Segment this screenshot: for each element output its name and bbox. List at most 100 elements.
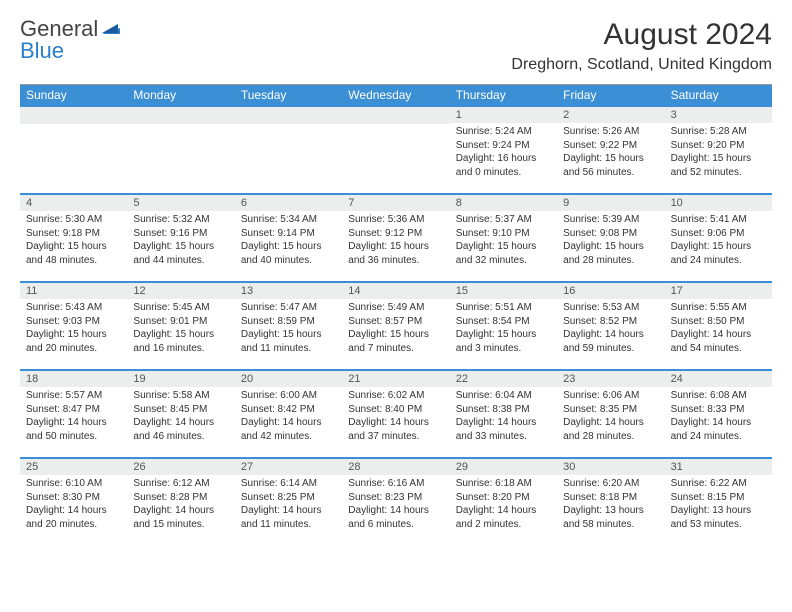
day-info: Sunrise: 6:06 AMSunset: 8:35 PMDaylight:… xyxy=(557,387,664,447)
daylight-text: Daylight: 15 hours and 7 minutes. xyxy=(348,328,443,355)
sunset-text: Sunset: 9:20 PM xyxy=(671,139,766,153)
calendar-cell: 31Sunrise: 6:22 AMSunset: 8:15 PMDayligh… xyxy=(665,459,772,545)
day-number: 29 xyxy=(450,459,557,475)
calendar-cell: 4Sunrise: 5:30 AMSunset: 9:18 PMDaylight… xyxy=(20,195,127,281)
day-info: Sunrise: 5:49 AMSunset: 8:57 PMDaylight:… xyxy=(342,299,449,359)
sunset-text: Sunset: 8:40 PM xyxy=(348,403,443,417)
daylight-text: Daylight: 14 hours and 33 minutes. xyxy=(456,416,551,443)
day-info: Sunrise: 5:45 AMSunset: 9:01 PMDaylight:… xyxy=(127,299,234,359)
daylight-text: Daylight: 14 hours and 24 minutes. xyxy=(671,416,766,443)
calendar-cell: 28Sunrise: 6:16 AMSunset: 8:23 PMDayligh… xyxy=(342,459,449,545)
day-number: 20 xyxy=(235,371,342,387)
calendar-cell: 12Sunrise: 5:45 AMSunset: 9:01 PMDayligh… xyxy=(127,283,234,369)
daylight-text: Daylight: 15 hours and 44 minutes. xyxy=(133,240,228,267)
sunset-text: Sunset: 8:38 PM xyxy=(456,403,551,417)
day-number: 22 xyxy=(450,371,557,387)
sunrise-text: Sunrise: 5:32 AM xyxy=(133,213,228,227)
day-info: Sunrise: 6:00 AMSunset: 8:42 PMDaylight:… xyxy=(235,387,342,447)
sunset-text: Sunset: 9:14 PM xyxy=(241,227,336,241)
daylight-text: Daylight: 15 hours and 40 minutes. xyxy=(241,240,336,267)
calendar-cell: 23Sunrise: 6:06 AMSunset: 8:35 PMDayligh… xyxy=(557,371,664,457)
day-number: 4 xyxy=(20,195,127,211)
calendar-cell: 10Sunrise: 5:41 AMSunset: 9:06 PMDayligh… xyxy=(665,195,772,281)
day-number: 27 xyxy=(235,459,342,475)
sunrise-text: Sunrise: 6:04 AM xyxy=(456,389,551,403)
sunrise-text: Sunrise: 5:34 AM xyxy=(241,213,336,227)
daylight-text: Daylight: 14 hours and 46 minutes. xyxy=(133,416,228,443)
day-number: 2 xyxy=(557,107,664,123)
calendar-cell: 1Sunrise: 5:24 AMSunset: 9:24 PMDaylight… xyxy=(450,107,557,193)
calendar-cell: 2Sunrise: 5:26 AMSunset: 9:22 PMDaylight… xyxy=(557,107,664,193)
day-number: 13 xyxy=(235,283,342,299)
sunset-text: Sunset: 8:18 PM xyxy=(563,491,658,505)
daylight-text: Daylight: 14 hours and 42 minutes. xyxy=(241,416,336,443)
calendar-cell: 6Sunrise: 5:34 AMSunset: 9:14 PMDaylight… xyxy=(235,195,342,281)
day-number: 10 xyxy=(665,195,772,211)
calendar-cell xyxy=(235,107,342,193)
day-header: Friday xyxy=(557,85,664,105)
day-number: 24 xyxy=(665,371,772,387)
calendar-cell: 18Sunrise: 5:57 AMSunset: 8:47 PMDayligh… xyxy=(20,371,127,457)
calendar-cell: 25 Sunrise: 6:10 AMSunset: 8:30 PMDayligh… xyxy=(20,459,127,545)
day-number: 6 xyxy=(235,195,342,211)
day-info: Sunrise: 5:41 AMSunset: 9:06 PMDaylight:… xyxy=(665,211,772,271)
calendar-cell: 14Sunrise: 5:49 AMSunset: 8:57 PMDayligh… xyxy=(342,283,449,369)
sunset-text: Sunset: 8:30 PM xyxy=(26,491,121,505)
sunrise-text: Sunrise: 6:20 AM xyxy=(563,477,658,491)
daylight-text: Daylight: 15 hours and 52 minutes. xyxy=(671,152,766,179)
calendar-cell xyxy=(342,107,449,193)
daylight-text: Daylight: 15 hours and 16 minutes. xyxy=(133,328,228,355)
week-row: 1Sunrise: 5:24 AMSunset: 9:24 PMDaylight… xyxy=(20,105,772,193)
sunset-text: Sunset: 8:35 PM xyxy=(563,403,658,417)
calendar-cell: 13Sunrise: 5:47 AMSunset: 8:59 PMDayligh… xyxy=(235,283,342,369)
title-block: August 2024 Dreghorn, Scotland, United K… xyxy=(511,18,772,74)
sunset-text: Sunset: 9:16 PM xyxy=(133,227,228,241)
calendar-cell: 7Sunrise: 5:36 AMSunset: 9:12 PMDaylight… xyxy=(342,195,449,281)
weeks-container: 1Sunrise: 5:24 AMSunset: 9:24 PMDaylight… xyxy=(20,105,772,545)
day-number: 12 xyxy=(127,283,234,299)
sunrise-text: Sunrise: 5:49 AM xyxy=(348,301,443,315)
day-number: 23 xyxy=(557,371,664,387)
sunset-text: Sunset: 9:18 PM xyxy=(26,227,121,241)
sunrise-text: Sunrise: 6:00 AM xyxy=(241,389,336,403)
sunset-text: Sunset: 8:15 PM xyxy=(671,491,766,505)
daylight-text: Daylight: 15 hours and 3 minutes. xyxy=(456,328,551,355)
day-number xyxy=(20,107,127,124)
daylight-text: Daylight: 14 hours and 15 minutes. xyxy=(133,504,228,531)
day-header: Sunday xyxy=(20,85,127,105)
day-number: 25 xyxy=(20,459,127,475)
sunset-text: Sunset: 9:03 PM xyxy=(26,315,121,329)
day-number: 5 xyxy=(127,195,234,211)
daylight-text: Daylight: 14 hours and 20 minutes. xyxy=(26,504,121,531)
sunset-text: Sunset: 8:33 PM xyxy=(671,403,766,417)
day-number: 30 xyxy=(557,459,664,475)
day-number: 17 xyxy=(665,283,772,299)
sunset-text: Sunset: 9:08 PM xyxy=(563,227,658,241)
sunset-text: Sunset: 8:59 PM xyxy=(241,315,336,329)
sunrise-text: Sunrise: 6:10 AM xyxy=(26,477,121,491)
calendar-cell: 5 Sunrise: 5:32 AMSunset: 9:16 PMDaylight… xyxy=(127,195,234,281)
day-number: 31 xyxy=(665,459,772,475)
day-info: Sunrise: 5:47 AMSunset: 8:59 PMDaylight:… xyxy=(235,299,342,359)
day-info: Sunrise: 5:51 AMSunset: 8:54 PMDaylight:… xyxy=(450,299,557,359)
sunrise-text: Sunrise: 5:53 AM xyxy=(563,301,658,315)
day-number xyxy=(235,107,342,124)
logo: General Blue xyxy=(20,18,124,62)
day-info: Sunrise: 6:16 AMSunset: 8:23 PMDaylight:… xyxy=(342,475,449,535)
daylight-text: Daylight: 15 hours and 32 minutes. xyxy=(456,240,551,267)
daylight-text: Daylight: 15 hours and 24 minutes. xyxy=(671,240,766,267)
sunrise-text: Sunrise: 6:18 AM xyxy=(456,477,551,491)
day-info: Sunrise: 5:34 AMSunset: 9:14 PMDaylight:… xyxy=(235,211,342,271)
day-info: Sunrise: 6:20 AMSunset: 8:18 PMDaylight:… xyxy=(557,475,664,535)
day-header: Thursday xyxy=(450,85,557,105)
sunrise-text: Sunrise: 5:57 AM xyxy=(26,389,121,403)
day-number: 11 xyxy=(20,283,127,299)
day-number: 19 xyxy=(127,371,234,387)
week-row: 4Sunrise: 5:30 AMSunset: 9:18 PMDaylight… xyxy=(20,193,772,281)
daylight-text: Daylight: 15 hours and 36 minutes. xyxy=(348,240,443,267)
calendar-cell: 19Sunrise: 5:58 AMSunset: 8:45 PMDayligh… xyxy=(127,371,234,457)
logo-flag-icon xyxy=(100,20,124,40)
sunset-text: Sunset: 9:10 PM xyxy=(456,227,551,241)
week-row: 18Sunrise: 5:57 AMSunset: 8:47 PMDayligh… xyxy=(20,369,772,457)
calendar-cell: 20Sunrise: 6:00 AMSunset: 8:42 PMDayligh… xyxy=(235,371,342,457)
